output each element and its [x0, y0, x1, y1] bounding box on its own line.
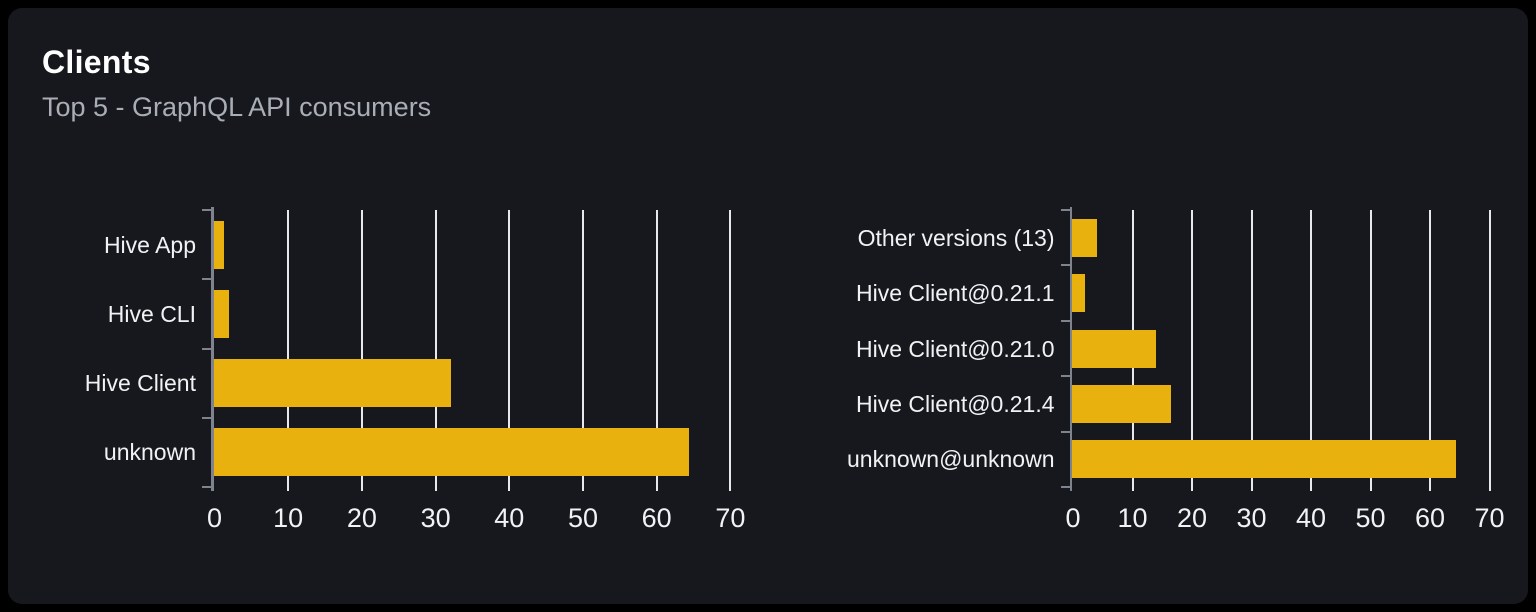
bar[interactable]: [1072, 384, 1172, 423]
gridline: [287, 210, 290, 491]
x-tick-label: 0: [206, 503, 223, 533]
bar[interactable]: [213, 289, 230, 338]
x-tick-label: 30: [1236, 503, 1267, 533]
y-axis-tick: [1060, 375, 1070, 378]
y-axis-tick: [1060, 209, 1070, 211]
y-axis-tick: [1060, 430, 1070, 433]
y-axis-label: Other versions (13): [857, 224, 1055, 251]
y-axis-tick: [202, 347, 211, 350]
panel-subtitle: Top 5 - GraphQL API consumers: [42, 92, 432, 122]
gridline: [729, 210, 732, 491]
y-axis-label: Hive CLI: [107, 300, 196, 327]
clients-by-name-chart: 0 10 20 30 40 50 60 70 Hive App Hive CLI Hive Clie…: [8, 8, 1528, 604]
panel-title: Clients: [42, 44, 151, 80]
gridline: [508, 210, 511, 491]
x-tick-label: 70: [1474, 503, 1505, 533]
x-tick-label: 10: [1117, 503, 1148, 533]
y-axis-tick: [1060, 486, 1070, 488]
y-axis-label: Hive Client: [84, 370, 196, 397]
y-axis-line: [211, 207, 214, 491]
bar[interactable]: [213, 220, 225, 269]
bar[interactable]: [213, 428, 690, 477]
x-tick-label: 50: [1355, 503, 1386, 533]
clients-by-version-chart: 0 10 20 30 40 50 60 70 Other versions (13) Hive C…: [8, 8, 1528, 604]
y-axis-line: [1069, 207, 1072, 491]
x-tick-label: 10: [273, 503, 304, 533]
x-tick-label: 30: [420, 503, 451, 533]
x-tick-label: 0: [1065, 503, 1081, 533]
x-tick-label: 60: [641, 503, 672, 533]
gridline: [655, 210, 658, 491]
y-axis-label: Hive App: [103, 231, 196, 258]
gridline: [1191, 210, 1193, 491]
bar[interactable]: [1072, 329, 1156, 368]
gridline: [1429, 210, 1431, 491]
gridline: [1369, 210, 1372, 491]
x-tick-label: 70: [715, 503, 746, 533]
gridline: [434, 210, 437, 491]
gridline: [360, 210, 363, 491]
x-tick-label: 40: [494, 503, 525, 533]
bar[interactable]: [1072, 274, 1085, 313]
y-axis-label: unknown@unknown: [847, 446, 1055, 473]
bar[interactable]: [1072, 440, 1457, 479]
y-axis-tick: [1060, 319, 1070, 322]
y-axis-tick: [202, 486, 211, 488]
y-axis-tick: [202, 416, 211, 419]
x-tick-label: 60: [1414, 503, 1446, 533]
y-axis-tick: [1060, 264, 1070, 267]
gridline: [1488, 210, 1491, 491]
clients-panel: Clients Top 5 - GraphQL API consumers 0 1…: [8, 8, 1528, 604]
gridline: [1310, 210, 1312, 491]
y-axis-tick: [202, 278, 211, 281]
gridline: [582, 210, 584, 491]
x-tick-label: 20: [346, 503, 377, 533]
bar[interactable]: [213, 359, 452, 408]
x-tick-label: 50: [567, 503, 599, 533]
y-axis-label: Hive Client@0.21.0: [856, 335, 1055, 362]
gridline: [1250, 210, 1253, 491]
y-axis-label: Hive Client@0.21.1: [856, 280, 1055, 307]
y-axis-label: Hive Client@0.21.4: [856, 390, 1055, 417]
y-axis-label: unknown: [103, 439, 196, 466]
y-axis-tick: [202, 209, 211, 211]
x-tick-label: 20: [1176, 503, 1208, 533]
x-tick-label: 40: [1295, 503, 1327, 533]
bar[interactable]: [1072, 218, 1097, 257]
